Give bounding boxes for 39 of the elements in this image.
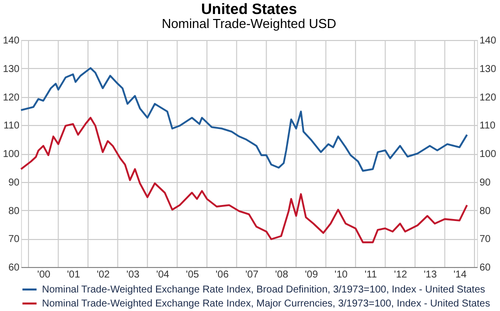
x-tick-label: '11 [364,270,378,280]
y-tick-label: 120 [2,92,20,104]
y-tick-label: 140 [2,36,20,46]
y2-tick-label: 120 [480,92,497,104]
x-tick-label: '09 [304,270,318,280]
x-tick-label: '05 [186,270,200,280]
y2-tick-label: 110 [480,120,496,132]
x-tick-label: '04 [156,270,170,280]
y-tick-label: 90 [8,177,20,188]
y2-tick-label: 140 [480,36,497,46]
y2-tick-label: 80 [480,206,492,217]
line-series [20,116,468,244]
y-tick-label: 60 [8,262,20,274]
line-series [20,67,468,172]
x-tick-label: '08 [275,270,289,280]
x-tick-label: '06 [216,270,230,280]
y2-tick-label: 130 [480,64,497,75]
x-tick-label: '00 [37,270,51,280]
x-tick-label: '12 [394,270,408,280]
x-tick-label: '07 [245,270,259,280]
x-tick-label: '03 [126,270,140,280]
y2-tick-label: 60 [480,262,492,274]
y2-tick-label: 70 [480,234,492,246]
x-tick-label: '10 [334,270,348,280]
chart-subtitle: Nominal Trade-Weighted USD [162,16,336,31]
y-tick-label: 130 [2,64,20,75]
y2-tick-label: 100 [480,149,497,160]
y-tick-label: 100 [2,149,20,160]
y2-tick-label: 90 [480,177,492,188]
y-tick-label: 110 [4,120,20,132]
x-tick-label: '14 [453,270,467,280]
chart-title: United States [201,1,297,18]
y-tick-label: 80 [8,206,20,217]
legend-label: Nominal Trade-Weighted Exchange Rate Index, Broad Definition, 3/1973=100, Index - United States [42,284,486,296]
x-tick-label: '02 [96,270,110,280]
legend-label: Nominal Trade-Weighted Exchange Rate Index, Major Currencies, 3/1973=100, Index - United States [42,298,490,310]
x-tick-label: '13 [424,270,438,280]
x-tick-label: '01 [66,270,80,280]
y-tick-label: 70 [8,234,20,246]
